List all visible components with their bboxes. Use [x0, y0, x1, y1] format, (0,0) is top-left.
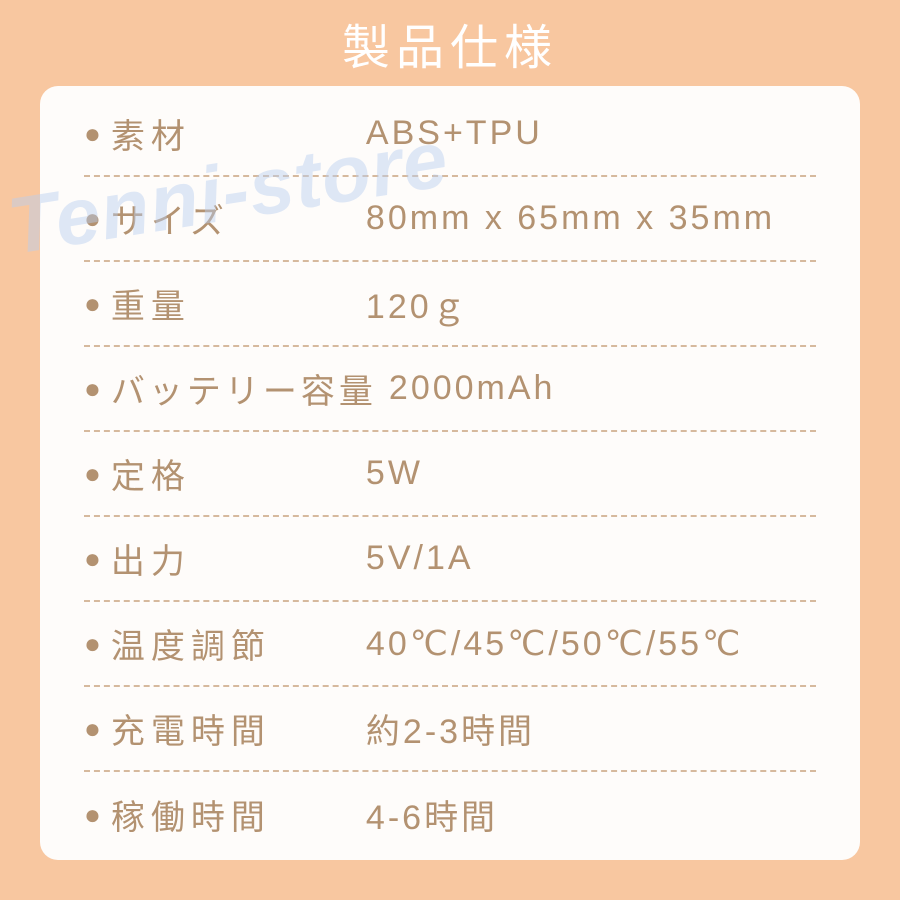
spec-label: 充電時間 — [111, 704, 366, 753]
spec-label: 温度調節 — [111, 619, 366, 668]
bullet-icon: ● — [84, 120, 101, 148]
bullet-icon: ● — [84, 290, 101, 318]
spec-value: 約2-3時間 — [366, 704, 535, 753]
spec-value: 5V/1A — [366, 539, 474, 578]
spec-value: 2000mAh — [389, 369, 556, 408]
spec-label: 稼働時間 — [111, 790, 366, 839]
spec-panel: ● 素材 ABS+TPU ● サイズ 80mm x 65mm x 35mm ● … — [40, 86, 860, 860]
bullet-icon: ● — [84, 545, 101, 573]
spec-label: 素材 — [111, 109, 366, 158]
spec-value: 40℃/45℃/50℃/55℃ — [366, 624, 743, 664]
spec-value: 4-6時間 — [366, 790, 498, 839]
header: 製品仕様 — [0, 0, 900, 86]
spec-value: 120ｇ — [366, 279, 469, 328]
spec-row: ● 出力 5V/1A — [84, 517, 816, 602]
spec-value: ABS+TPU — [366, 114, 543, 153]
spec-row: ● バッテリー容量 2000mAh — [84, 347, 816, 432]
spec-value: 80mm x 65mm x 35mm — [366, 199, 775, 238]
spec-row: ● 定格 5W — [84, 432, 816, 517]
bullet-icon: ● — [84, 375, 101, 403]
spec-label: 定格 — [111, 449, 366, 498]
spec-row: ● 稼働時間 4-6時間 — [84, 772, 816, 857]
bullet-icon: ● — [84, 715, 101, 743]
spec-label: サイズ — [111, 194, 366, 243]
spec-row: ● 素材 ABS+TPU — [84, 92, 816, 177]
spec-card: 製品仕様 ● 素材 ABS+TPU ● サイズ 80mm x 65mm x 35… — [0, 0, 900, 900]
spec-row: ● サイズ 80mm x 65mm x 35mm — [84, 177, 816, 262]
spec-row: ● 充電時間 約2-3時間 — [84, 687, 816, 772]
spec-row: ● 重量 120ｇ — [84, 262, 816, 347]
bullet-icon: ● — [84, 630, 101, 658]
spec-value: 5W — [366, 454, 423, 493]
bullet-icon: ● — [84, 205, 101, 233]
bullet-icon: ● — [84, 801, 101, 829]
page-title: 製品仕様 — [342, 8, 558, 78]
spec-row: ● 温度調節 40℃/45℃/50℃/55℃ — [84, 602, 816, 687]
spec-label: バッテリー容量 — [111, 364, 377, 413]
bullet-icon: ● — [84, 460, 101, 488]
spec-label: 出力 — [111, 534, 366, 583]
spec-label: 重量 — [111, 279, 366, 328]
